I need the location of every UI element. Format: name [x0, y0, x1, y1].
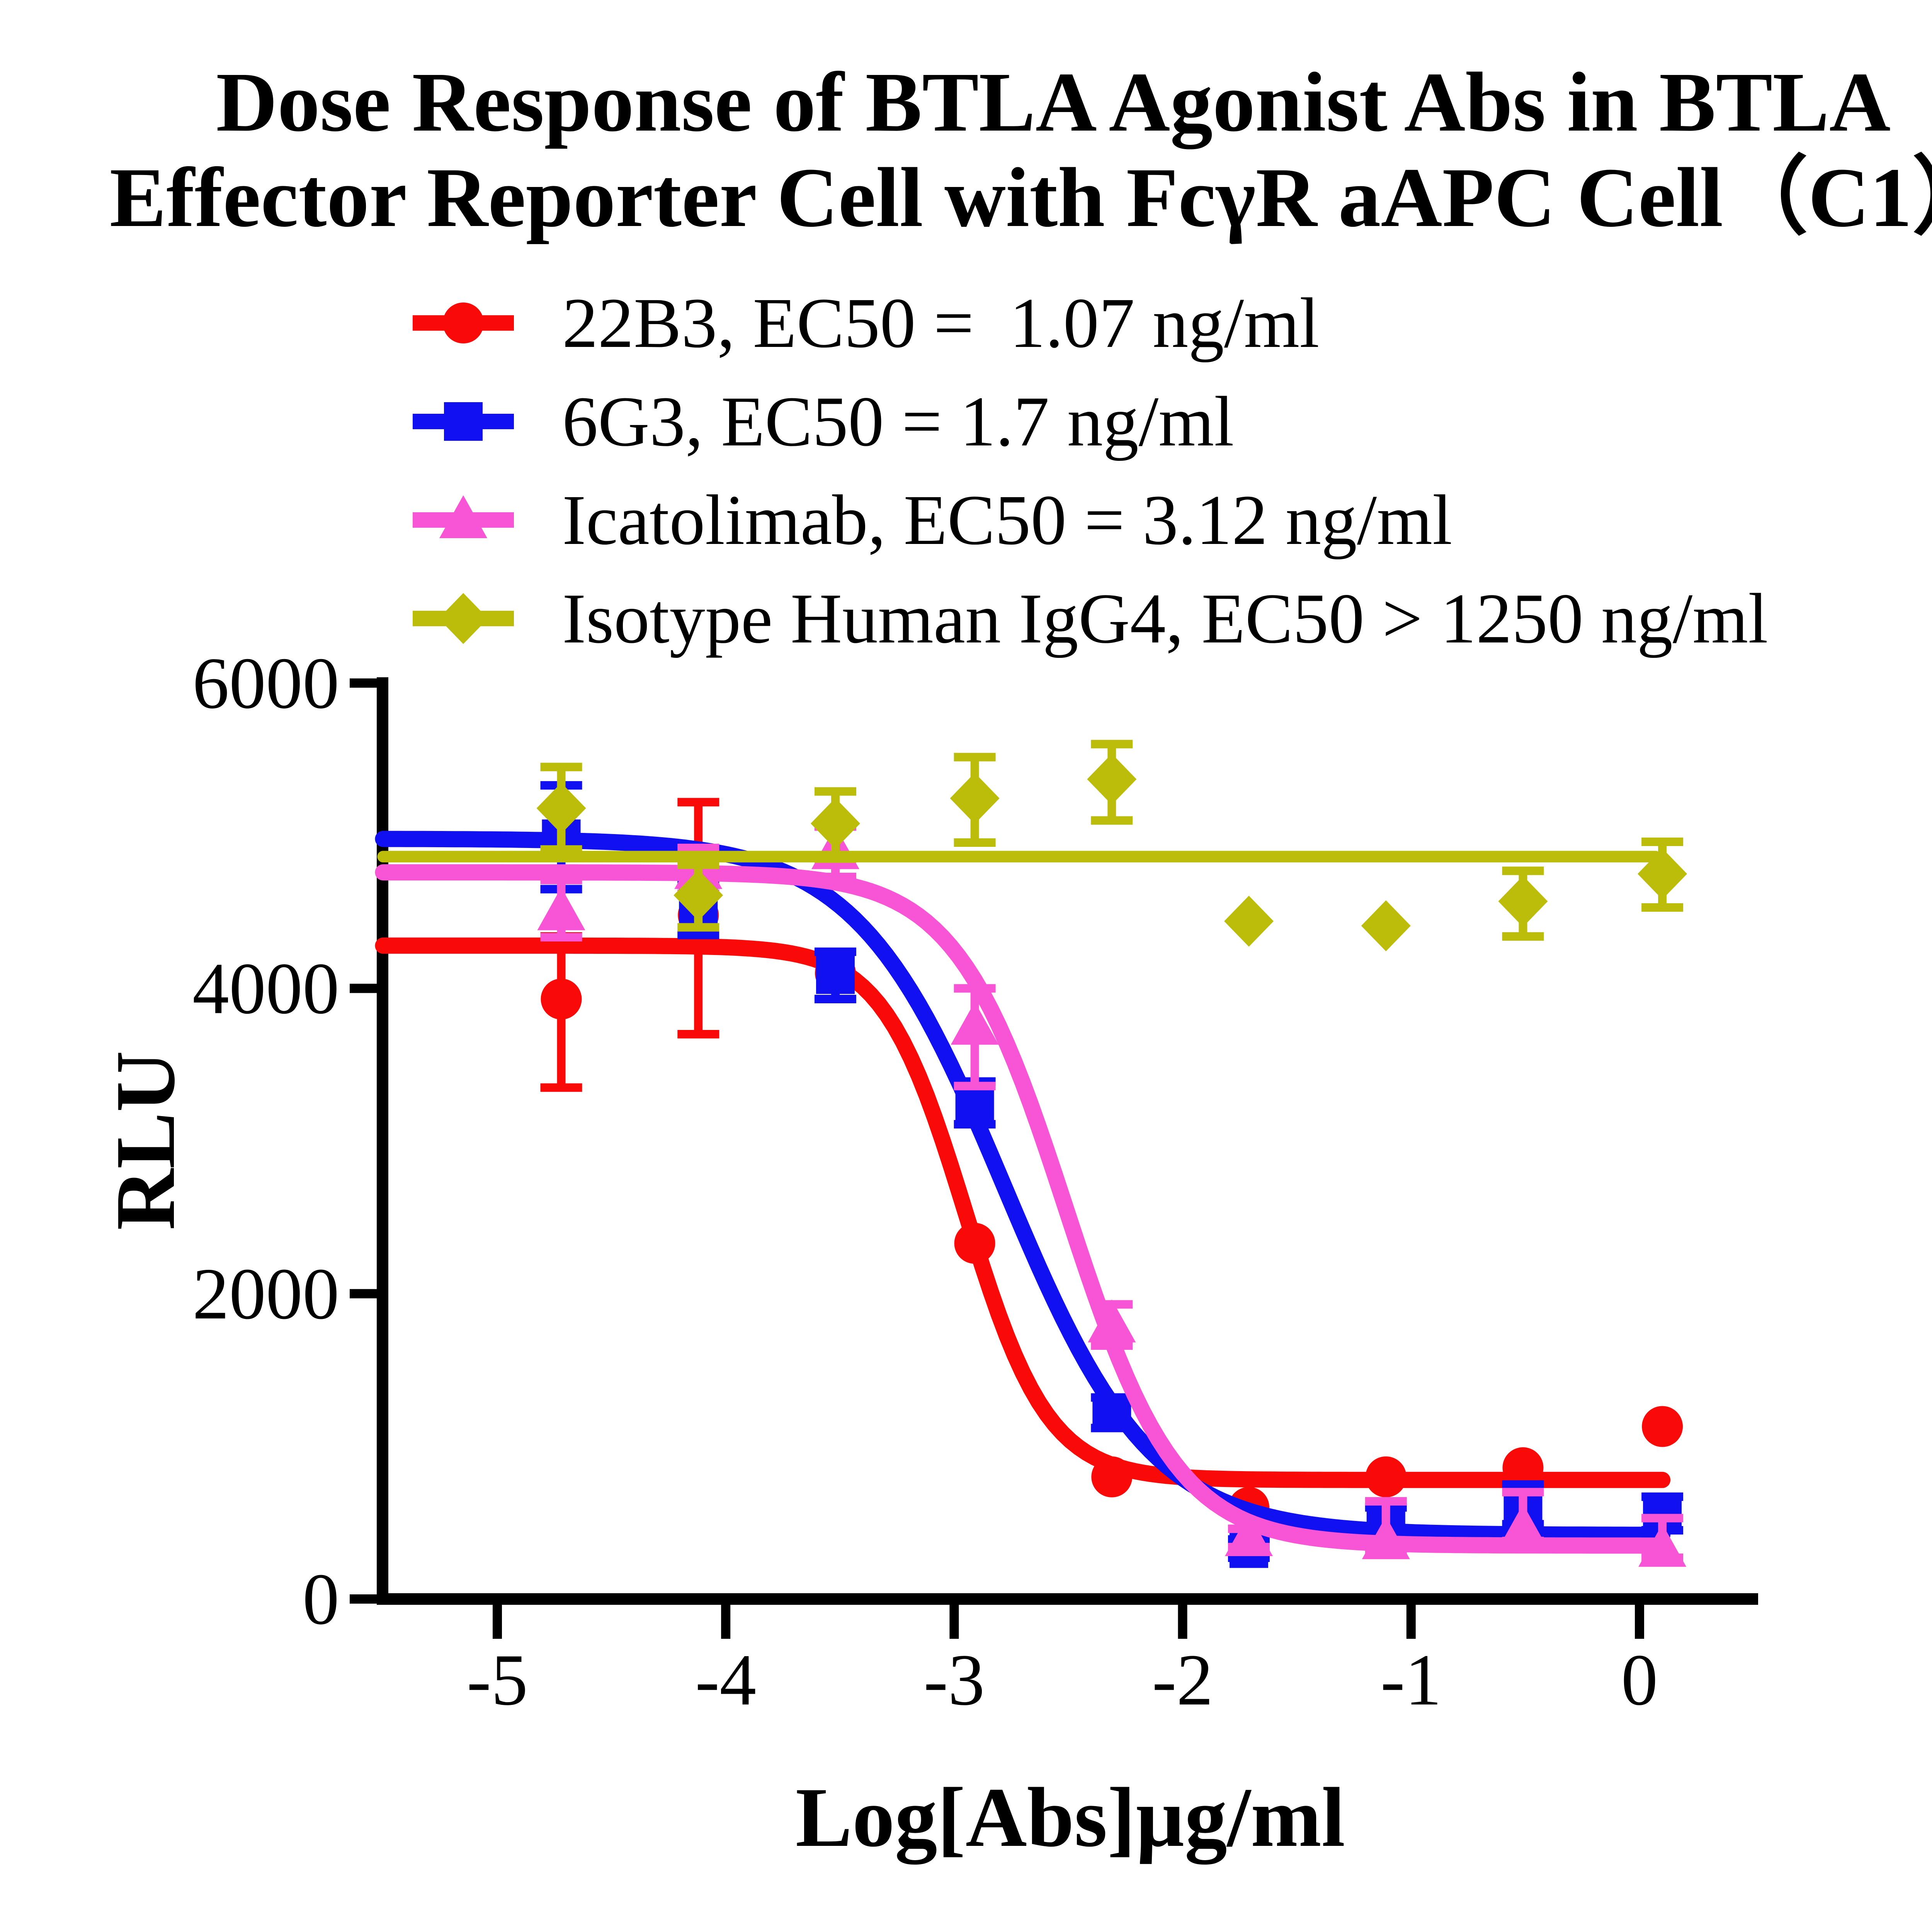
- data-point-6G3-4: [1092, 1393, 1131, 1432]
- data-point-Icatolimab-7: [1499, 1504, 1547, 1547]
- x-tick-label--2: -2: [1152, 1640, 1213, 1721]
- series-Icatolimab: [375, 822, 1687, 1567]
- x-tick-label--1: -1: [1381, 1640, 1442, 1721]
- x-tick--1: [1406, 1605, 1416, 1639]
- data-point-Isotype-2: [810, 798, 860, 849]
- fit-curve-22B3: [375, 937, 1671, 1488]
- x-tick-label--4: -4: [695, 1640, 756, 1721]
- y-tick-6000: [350, 678, 377, 688]
- data-point-Icatolimab-6: [1362, 1516, 1410, 1559]
- data-point-22B3-3: [954, 1223, 995, 1264]
- data-point-22B3-0: [541, 979, 582, 1020]
- data-point-Isotype-1: [673, 870, 723, 921]
- legend-marker-Icatolimab-triangle-icon: [439, 495, 487, 538]
- y-tick-label-0: 0: [303, 1559, 339, 1640]
- legend-labels: 22B3, EC50 = 1.07 ng/ml 6G3, EC50 = 1.7 …: [562, 284, 1768, 658]
- series-Isotype: [377, 740, 1687, 952]
- x-tick--3: [949, 1605, 959, 1639]
- x-tick--2: [1178, 1605, 1187, 1639]
- data-point-Isotype-0: [536, 783, 586, 834]
- data-point-Icatolimab-8: [1638, 1524, 1687, 1567]
- legend-label-22B3: 22B3, EC50 = 1.07 ng/ml: [562, 284, 1320, 363]
- y-tick-2000: [350, 1289, 377, 1298]
- y-tick-label-6000: 6000: [192, 643, 339, 724]
- x-tick-0: [1635, 1605, 1644, 1639]
- fit-curve-Icatolimab: [375, 864, 1671, 1554]
- x-tick-label--3: -3: [923, 1640, 985, 1721]
- plot-series: [375, 740, 1687, 1568]
- x-tick-label--5: -5: [467, 1640, 528, 1721]
- axes: 0 2000 4000 6000 -5 -4 -3 -2 -1 0: [192, 643, 1758, 1721]
- y-tick-0: [350, 1594, 377, 1604]
- y-axis-spine: [377, 677, 388, 1605]
- y-tick-4000: [350, 984, 377, 993]
- y-axis-title: RLU: [98, 1051, 192, 1230]
- series-22B3: [375, 798, 1683, 1528]
- data-point-22B3-7: [1502, 1447, 1544, 1489]
- data-point-Isotype-8: [1638, 848, 1687, 900]
- chart-title-line1: Dose Response of BTLA Agonist Abs in BTL…: [216, 55, 1891, 150]
- data-point-Isotype-5: [1224, 896, 1274, 947]
- x-axis-spine: [377, 1593, 1758, 1605]
- data-point-22B3-4: [1091, 1456, 1133, 1497]
- chart-title-line2: Effector Reporter Cell with FcγR aAPC Ce…: [110, 150, 1932, 245]
- data-point-Isotype-7: [1498, 876, 1548, 927]
- legend-label-isotype: Isotype Human IgG4, EC50 > 1250 ng/ml: [562, 579, 1768, 658]
- data-point-Isotype-4: [1087, 754, 1137, 805]
- legend-marker-Isotype-diamond-icon: [439, 593, 488, 644]
- x-tick-label-0: 0: [1621, 1640, 1658, 1721]
- legend-label-icatolimab: Icatolimab, EC50 = 3.12 ng/ml: [562, 481, 1452, 560]
- x-tick--5: [493, 1605, 502, 1639]
- axis-titles: RLU Log[Abs]µg/ml: [98, 1051, 1345, 1865]
- data-point-Isotype-6: [1361, 900, 1411, 952]
- data-point-22B3-6: [1365, 1456, 1406, 1497]
- y-tick-label-4000: 4000: [192, 948, 339, 1029]
- data-point-6G3-2: [816, 955, 855, 994]
- data-point-Icatolimab-4: [1088, 1299, 1136, 1342]
- series-6G3: [375, 781, 1684, 1568]
- data-point-Icatolimab-3: [951, 1002, 999, 1045]
- fit-curve-6G3: [375, 831, 1671, 1543]
- legend-label-6G3: 6G3, EC50 = 1.7 ng/ml: [562, 382, 1234, 461]
- x-tick--4: [721, 1605, 731, 1639]
- legend-marker-6G3-square-icon: [444, 402, 483, 441]
- y-tick-label-2000: 2000: [192, 1254, 339, 1335]
- chart-title: Dose Response of BTLA Agonist Abs in BTL…: [110, 55, 1932, 245]
- legend-marker-22B3-circle-icon: [443, 302, 484, 343]
- data-point-Isotype-3: [950, 773, 1000, 824]
- data-point-Icatolimab-0: [537, 887, 585, 930]
- data-point-22B3-8: [1642, 1406, 1683, 1447]
- legend-markers: [413, 302, 514, 644]
- x-axis-title: Log[Abs]µg/ml: [796, 1770, 1345, 1865]
- data-point-Icatolimab-5: [1225, 1513, 1273, 1556]
